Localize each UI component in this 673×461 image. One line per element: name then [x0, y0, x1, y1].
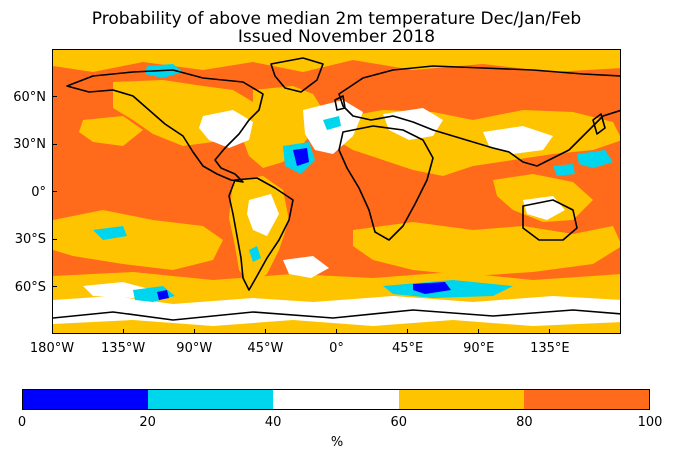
x-tick-label: 45°E — [391, 341, 424, 356]
y-tick-label: 30°N — [13, 137, 46, 152]
y-tick-label: 60°N — [13, 89, 46, 105]
coastline-africa — [338, 125, 434, 241]
x-tick-mark — [549, 329, 551, 334]
x-tick-mark — [478, 329, 480, 334]
map-plot-area — [52, 49, 621, 334]
colorbar-tick-label: 100 — [637, 415, 663, 430]
coastline-europe-asia — [338, 65, 620, 167]
x-tick-label: 135°E — [530, 341, 570, 356]
y-tick-mark — [52, 143, 57, 145]
x-tick-label: 180°W — [29, 341, 75, 356]
coastline-antarctica — [53, 309, 620, 321]
map-title-line-1: Probability of above median 2m temperatu… — [91, 9, 582, 29]
colorbar-tick-label: 60 — [390, 415, 408, 430]
colorbar-tick-label: 40 — [264, 415, 282, 430]
x-tick-label: 90°E — [463, 341, 495, 356]
coastlines — [53, 57, 620, 321]
probability-map — [53, 50, 620, 333]
coastline-south-america — [228, 177, 294, 291]
y-tick-mark — [52, 286, 57, 287]
x-tick-mark — [264, 329, 266, 334]
x-tick-mark — [51, 329, 53, 334]
colorbar-tick-label: 0 — [17, 415, 27, 430]
x-tick-mark — [193, 329, 195, 334]
x-tick-mark — [336, 329, 337, 334]
x-tick-mark — [122, 329, 124, 334]
y-tick-label: 0° — [31, 184, 46, 200]
regions-0-20 — [157, 148, 451, 300]
map-title-line-2: Issued November 2018 — [237, 27, 436, 47]
x-tick-label: 45°W — [247, 341, 284, 356]
colorbar-segment — [398, 390, 524, 409]
colorbar-segment — [273, 390, 399, 409]
y-tick-mark — [52, 238, 57, 240]
coastline-north-america — [66, 69, 264, 183]
colorbar-segment — [523, 390, 650, 409]
y-tick-mark — [52, 96, 57, 97]
x-tick-label: 0° — [329, 341, 344, 356]
coastline-greenland — [270, 57, 324, 93]
colorbar-segment — [148, 390, 274, 409]
y-tick-mark — [52, 191, 57, 192]
coastline-australia — [522, 199, 578, 241]
x-tick-label: 90°W — [176, 341, 213, 356]
x-tick-label: 135°W — [101, 341, 146, 356]
colorbar — [22, 389, 650, 410]
colorbar-tick-label: 20 — [139, 415, 156, 430]
colorbar-segment — [23, 390, 149, 409]
colorbar-tick-label: 80 — [516, 415, 533, 430]
coastline-uk — [334, 95, 346, 111]
y-tick-label: 30°S — [14, 232, 46, 247]
coastline-japan — [592, 113, 606, 135]
x-tick-mark — [407, 329, 409, 334]
y-tick-label: 60°S — [14, 279, 46, 295]
colorbar-unit-label: % — [330, 435, 344, 450]
